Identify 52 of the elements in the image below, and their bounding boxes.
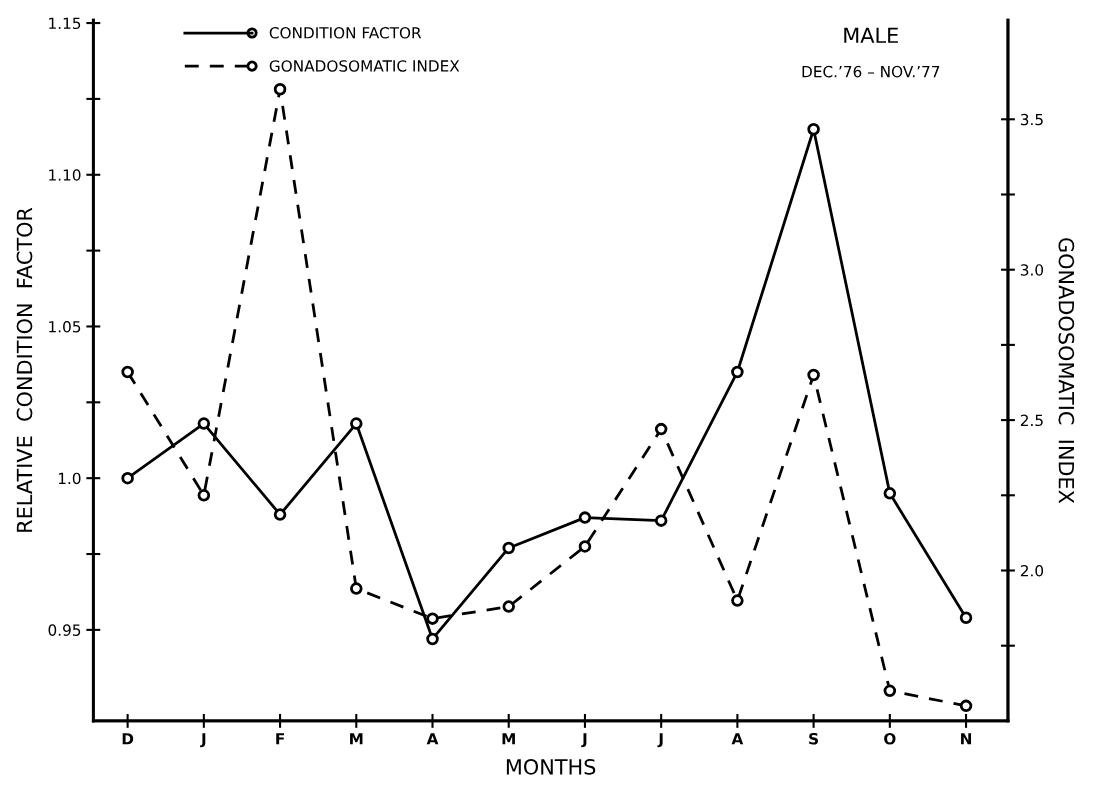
x-tick-label: D — [122, 733, 134, 745]
x-tick-label: N — [961, 733, 972, 745]
y2-tick-label: 2.5 — [1020, 414, 1043, 427]
y-axis-title: RELATIVE CONDITION FACTOR — [16, 207, 33, 532]
point — [197, 489, 211, 502]
x-axis-title: MONTHS — [506, 758, 596, 775]
point — [578, 511, 592, 524]
point — [197, 417, 211, 430]
y-tick-label: 1.0 — [58, 472, 81, 485]
point — [883, 684, 897, 698]
chart-title: MALE — [844, 27, 898, 43]
y2-axis-title: GONADOSOMATIC INDEX — [1058, 238, 1075, 504]
legend-label: GONADOSOMATIC INDEX — [269, 60, 460, 72]
point — [654, 514, 668, 527]
point — [883, 487, 897, 500]
point — [273, 82, 287, 96]
point — [731, 365, 744, 379]
point — [502, 541, 515, 555]
point — [731, 594, 744, 607]
point — [426, 612, 439, 625]
x-tick-label: A — [426, 733, 439, 745]
y-tick-label: 0.95 — [48, 624, 81, 636]
point — [807, 123, 820, 136]
y-tick-label: 1.10 — [49, 169, 81, 181]
point — [959, 611, 973, 624]
y2-tick-label: 3.0 — [1020, 264, 1044, 276]
point — [578, 540, 592, 553]
x-tick-label: O — [884, 732, 896, 745]
point — [121, 471, 134, 485]
x-tick-label: M — [350, 733, 363, 745]
point — [502, 600, 515, 613]
point — [959, 699, 973, 713]
y-tick-label: 1.05 — [49, 320, 81, 333]
point — [350, 582, 363, 595]
x-tick-label: J — [581, 733, 587, 748]
x-tick-label: F — [276, 733, 284, 745]
x-tick-label: S — [809, 732, 818, 745]
x-tick-label: J — [657, 733, 663, 748]
point — [273, 508, 287, 521]
point — [121, 365, 134, 379]
point — [426, 632, 439, 646]
x-tick-label: J — [200, 733, 206, 748]
y2-tick-label: 3.5 — [1020, 113, 1043, 126]
point — [807, 368, 820, 382]
y2-tick-label: 2.0 — [1020, 564, 1044, 577]
x-tick-label: M — [502, 733, 515, 745]
point — [654, 422, 668, 436]
text: DEC.’76 – NOV.’77 — [802, 65, 940, 78]
x-tick-label: A — [731, 733, 744, 745]
legend-label: CONDITION FACTOR — [269, 27, 422, 39]
point — [350, 417, 363, 430]
y-tick-label: 1.15 — [49, 17, 81, 30]
